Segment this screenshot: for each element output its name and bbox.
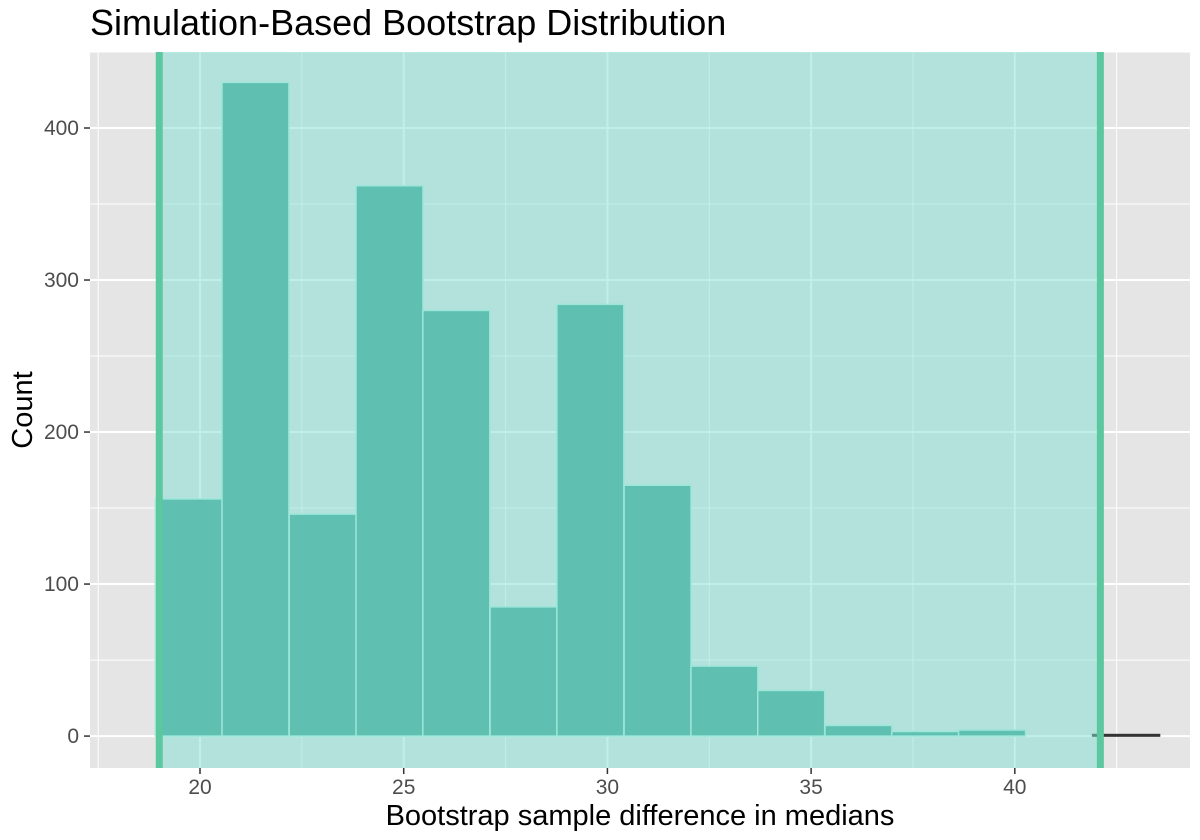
ci-shaded-region [159, 52, 1101, 768]
y-axis-title: Count [7, 371, 39, 448]
y-tick-label: 200 [44, 421, 79, 444]
x-tick-label: 35 [799, 776, 822, 799]
y-tick-label: 300 [44, 269, 79, 292]
chart-title: Simulation-Based Bootstrap Distribution [90, 2, 727, 43]
x-tick-label: 30 [596, 776, 619, 799]
y-tick-label: 0 [67, 725, 79, 748]
x-tick-label: 20 [188, 776, 211, 799]
x-axis-title: Bootstrap sample difference in medians [386, 800, 895, 832]
y-tick-label: 100 [44, 573, 79, 596]
x-tick-label: 25 [392, 776, 415, 799]
x-tick-label: 40 [1003, 776, 1026, 799]
y-tick-label: 400 [44, 117, 79, 140]
confidence-interval-shading [155, 52, 1104, 768]
